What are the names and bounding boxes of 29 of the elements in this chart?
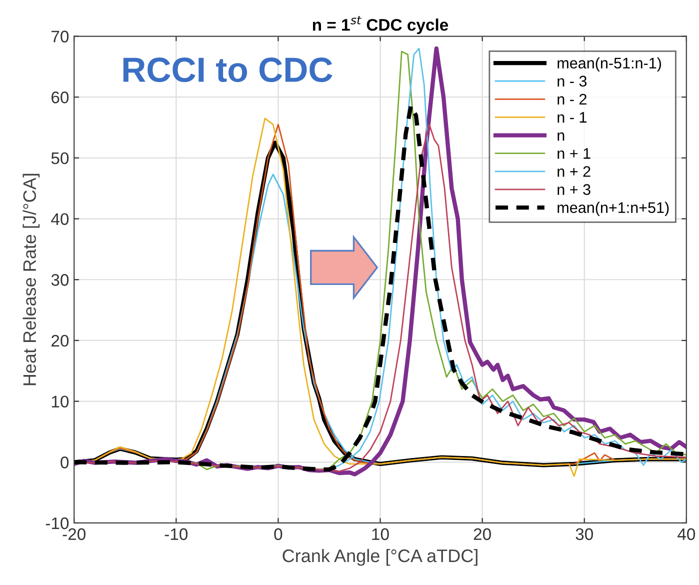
y-tick-label: 70 [52, 30, 69, 42]
annotation: RCCI to CDC [123, 58, 332, 82]
x-axis-title: Crank Angle [°CA aTDC] [282, 548, 478, 566]
x-tick-label: 10 [372, 528, 389, 540]
legend-label: n + 1 [558, 148, 590, 159]
y-axis-title: Heat Release Rate [J/°CA] [22, 174, 40, 386]
y-tick-label: 40 [51, 213, 69, 225]
y-tick-label: 20 [52, 334, 69, 347]
y-tick-label: -10 [46, 517, 69, 530]
x-tick-label: 40 [678, 528, 696, 540]
x-tick-label: -10 [164, 528, 188, 540]
y-tick-label: 60 [52, 92, 69, 104]
legend-label: n + 3 [558, 184, 590, 195]
legend-label: n [558, 132, 564, 141]
chart-title: n = 1$^{st}$ CDC cycle [312, 16, 448, 34]
legend-label: n - 3 [558, 76, 587, 87]
y-tick-label: 50 [51, 152, 69, 164]
x-tick-label: 0 [274, 528, 282, 540]
y-tick-label: 10 [52, 396, 69, 408]
legend-label: n + 2 [558, 166, 590, 177]
x-tick-label: 30 [576, 528, 593, 540]
legend-label: mean(n+1:n+51) [558, 202, 669, 216]
x-tick-label: 20 [474, 528, 491, 540]
y-tick-label: 0 [60, 456, 69, 468]
x-tick-label: -20 [62, 528, 86, 540]
legend-label: n - 1 [558, 112, 586, 123]
legend-label: mean(n-51:n-1) [558, 57, 661, 72]
legend-label: n - 2 [558, 94, 586, 105]
y-tick-label: 30 [51, 274, 69, 286]
